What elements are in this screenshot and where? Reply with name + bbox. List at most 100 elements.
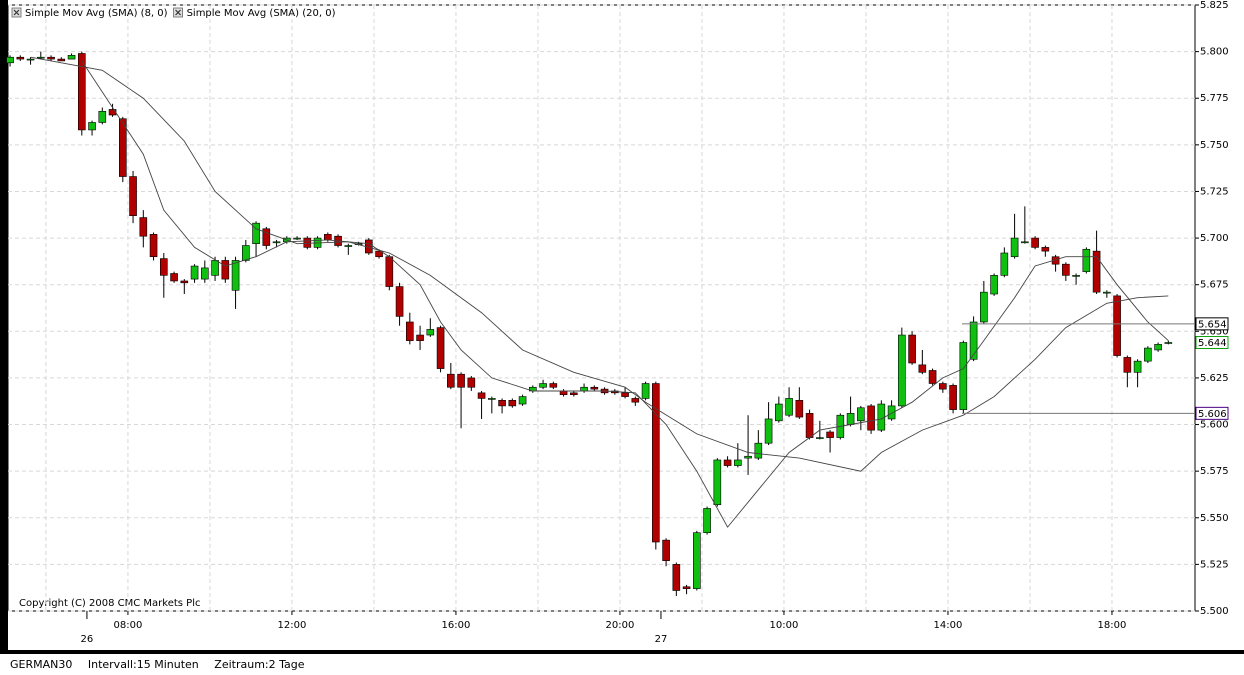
candle-body [170,273,178,282]
candle-body [1072,275,1080,277]
candle-body [590,386,599,390]
candle-body [744,455,752,459]
candle-body [1123,357,1132,373]
legend-item: Simple Mov Avg (SMA) (8, 0) [11,7,168,19]
y-tick-label: 5.650 [1200,326,1229,337]
candle-body [78,53,86,131]
candle-body [426,329,435,336]
candle-body [344,245,353,247]
candle-body [47,56,55,60]
candle-body [734,459,742,466]
candle-body [303,237,312,248]
price-label-box [1195,317,1229,331]
candle-body [939,383,947,390]
x-tick-label: 08:00 [114,620,143,631]
candle-body [272,241,281,244]
y-tick-label: 5.725 [1200,186,1229,197]
candle-body [385,256,394,287]
candle-body [826,431,834,438]
date-label: 26 [81,634,94,645]
candle-body [57,58,66,62]
date-label: 27 [655,634,668,645]
y-tick-label: 5.800 [1200,47,1229,58]
candle-body [375,250,383,258]
candle-body [908,334,916,364]
y-tick-label: 5.675 [1200,280,1229,291]
candle-body [1113,295,1121,356]
candle-body [190,265,199,280]
candle-body [764,418,773,444]
candle-body [293,237,301,240]
legend-label: Simple Mov Avg (SMA) (20, 0) [187,8,336,19]
candle-body [928,370,937,384]
range: Zeitraum:2 Tage [214,658,305,671]
candle-body [980,291,988,323]
candle-body [990,275,998,295]
candle-body [139,217,148,237]
candle-body [98,110,107,123]
chart: Copyright (C) 2008 CMC Markets Plc 5.500… [6,0,1244,650]
candle-body [201,267,209,280]
x-tick-label: 20:00 [606,620,635,631]
candle-body [447,373,455,388]
candle-body [26,58,35,61]
candle-body [1041,247,1050,252]
y-tick-label: 5.600 [1200,420,1229,431]
candle-body [37,56,45,59]
candle-body [1103,291,1111,294]
candle-body [1144,347,1152,362]
candle-body [242,245,250,261]
legend-item: Simple Mov Avg (SMA) (20, 0) [173,7,336,19]
candle-body [211,260,219,276]
candle-body [477,392,486,399]
price-label-box [1195,335,1229,349]
candle-body [846,413,855,425]
legend-label: Simple Mov Avg (SMA) (8, 0) [25,8,168,19]
status-bar: GERMAN30 Intervall:15 Minuten Zeitraum:2… [0,654,1244,675]
candle-body [652,383,660,543]
candle-body [498,399,506,407]
candle-body [1062,263,1070,276]
candle-body [662,539,670,561]
price-label-box [1195,406,1229,420]
y-tick-label: 5.750 [1200,140,1229,151]
candle-body [693,532,701,589]
candle-body [631,398,640,403]
candle-body [180,280,189,284]
candle-body [108,109,117,116]
x-tick-label: 18:00 [1098,620,1127,631]
candle-body [262,228,271,246]
candle-body [641,383,650,399]
candle-body [887,405,896,420]
panel [8,0,1244,650]
copyright: Copyright (C) 2008 CMC Markets Plc [19,598,200,609]
candle-body [570,392,578,396]
price-label: 5.606 [1198,409,1227,420]
candle-body [969,321,978,360]
candle-body [406,321,414,341]
candle-body [160,258,168,276]
candle-body [816,437,824,439]
candle-body [898,334,906,407]
x-tick-label: 10:00 [770,620,799,631]
candle-body [580,386,588,392]
candle-body [805,413,814,438]
candle-body [416,334,424,341]
candle-body [518,396,527,405]
candle-body [621,392,629,397]
candle-body [221,260,230,280]
y-tick-label: 5.575 [1200,466,1229,477]
y-tick-label: 5.825 [1200,0,1229,11]
candle-body [775,403,783,422]
candle-body [129,176,137,217]
candle-body [703,508,711,533]
candle-body [457,373,465,388]
y-tick-label: 5.625 [1200,373,1229,384]
candle-body [857,407,865,422]
candle-body [488,398,496,400]
candle-body [467,377,476,388]
candle-body [1000,252,1009,276]
price-label: 5.654 [1198,319,1227,330]
candle-body [867,405,875,431]
